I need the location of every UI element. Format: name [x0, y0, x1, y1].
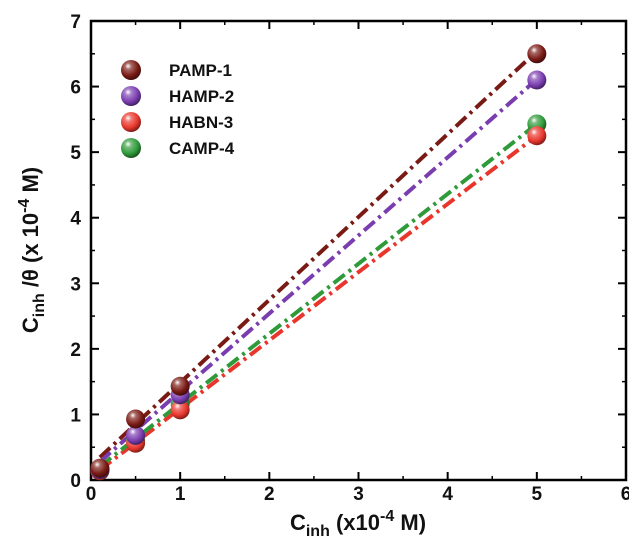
data-point-habn-3 — [527, 126, 547, 146]
legend-label-habn-3: HABN-3 — [169, 113, 233, 132]
data-point-pamp-1 — [170, 376, 190, 396]
y-tick-label: 5 — [70, 143, 81, 164]
legend-marker-habn-3 — [121, 112, 141, 132]
x-tick-label: 5 — [532, 484, 543, 505]
legend-marker-hamp-2 — [121, 86, 141, 106]
x-tick-label: 3 — [353, 484, 364, 505]
fit-line-camp-4 — [98, 122, 539, 469]
y-tick-label: 4 — [70, 209, 81, 230]
fit-line-habn-3 — [98, 134, 539, 472]
data-point-pamp-1 — [90, 458, 110, 478]
legend-marker-camp-4 — [121, 138, 141, 158]
data-point-pamp-1 — [527, 44, 547, 64]
y-tick-label: 1 — [70, 405, 81, 426]
data-point-hamp-2 — [126, 425, 146, 445]
x-tick-label: 2 — [264, 484, 275, 505]
y-tick-label: 6 — [70, 78, 81, 99]
legend-label-pamp-1: PAMP-1 — [169, 61, 232, 80]
y-tick-label: 2 — [70, 340, 81, 361]
x-tick-label: 1 — [175, 484, 186, 505]
data-point-habn-3 — [170, 400, 190, 420]
y-tick-label: 7 — [70, 12, 81, 33]
legend-marker-pamp-1 — [121, 60, 141, 80]
x-tick-label: 4 — [442, 484, 453, 505]
fit-line-pamp-1 — [98, 49, 539, 459]
y-tick-label: 0 — [70, 471, 81, 492]
fit-line-hamp-2 — [98, 77, 539, 464]
y-tick-label: 3 — [70, 274, 81, 295]
y-axis-title: Cinh /θ (x 10-4 M) — [16, 167, 48, 333]
x-axis-title: Cinh (x10-4 M) — [290, 508, 426, 540]
x-tick-label: 0 — [86, 484, 97, 505]
data-point-hamp-2 — [527, 70, 547, 90]
x-tick-label: 6 — [621, 484, 629, 505]
data-point-pamp-1 — [126, 409, 146, 429]
legend-label-camp-4: CAMP-4 — [169, 139, 235, 158]
legend-label-hamp-2: HAMP-2 — [169, 87, 234, 106]
